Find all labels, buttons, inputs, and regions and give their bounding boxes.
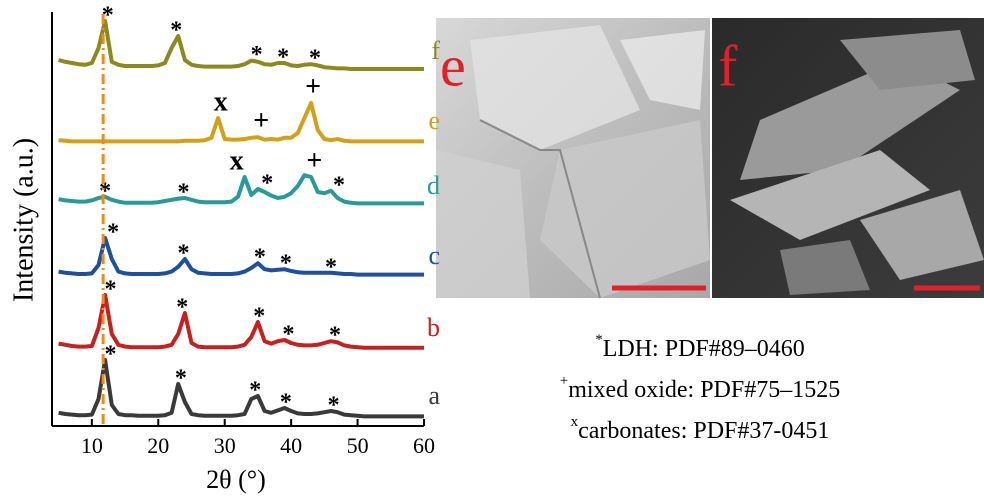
peak-annotation: *: [178, 241, 190, 267]
micrograph-label: f: [718, 33, 738, 98]
micrograph-e: [436, 18, 710, 299]
peak-annotation: *: [175, 366, 187, 392]
xrd-pattern: [58, 19, 424, 71]
peak-annotation: *: [261, 171, 273, 197]
note: +mixed oxide: PDF#75–1525: [560, 373, 840, 402]
peak-annotation: *: [176, 295, 188, 321]
peak-annotation: x: [230, 145, 244, 176]
x-axis-label: 2θ (°): [206, 465, 266, 494]
peak-annotation: *: [325, 254, 337, 280]
series-label: c: [428, 241, 440, 270]
peak-annotation: *: [104, 342, 116, 368]
peak-annotation: *: [329, 323, 341, 349]
x-tick-label: 10: [81, 433, 103, 458]
peak-annotation: *: [280, 390, 292, 416]
note-text: LDH: PDF#89–0460: [603, 336, 805, 362]
xrd-pattern: [58, 101, 424, 144]
micrograph-label: e: [440, 33, 466, 98]
peak-annotation: *: [249, 378, 261, 404]
x-tick-label: 60: [413, 433, 435, 458]
xrd-pattern: [58, 358, 424, 419]
series-label: e: [428, 106, 440, 135]
xrd-pattern: [58, 173, 424, 206]
peak-annotation: +: [253, 106, 269, 137]
peak-annotation: *: [104, 277, 116, 303]
x-tick-label: 20: [147, 433, 169, 458]
x-tick-label: 40: [280, 433, 302, 458]
peak-annotation: *: [253, 304, 265, 330]
xrd-plot: [51, 12, 424, 427]
peak-annotation: *: [170, 18, 182, 44]
note: *LDH: PDF#89–0460: [595, 332, 805, 361]
series-label: a: [428, 381, 440, 410]
series-label: b: [427, 313, 440, 342]
xrd-pattern: [58, 293, 424, 350]
note-text: carbonates: PDF#37-0451: [578, 418, 829, 444]
peak-annotation: *: [254, 245, 266, 271]
note-text: mixed oxide: PDF#75–1525: [568, 377, 840, 403]
peak-annotation: *: [178, 180, 190, 206]
peak-annotation: *: [277, 45, 289, 71]
peak-annotation: *: [99, 178, 111, 204]
x-tick-label: 30: [214, 433, 236, 458]
note-mark: *: [595, 332, 603, 348]
note: xcarbonates: PDF#37-0451: [571, 414, 830, 443]
series-label: d: [427, 171, 440, 200]
x-tick-label: 50: [347, 433, 369, 458]
peak-annotation: *: [107, 220, 119, 246]
peak-annotation: *: [251, 42, 263, 68]
micrograph-f: [712, 18, 984, 298]
peak-annotation: *: [309, 46, 321, 72]
note-mark: x: [571, 414, 579, 430]
peak-annotation: *: [328, 393, 340, 419]
peak-annotation: +: [305, 71, 321, 102]
peak-annotation: *: [282, 322, 294, 348]
peak-annotation: *: [102, 3, 114, 29]
peak-annotation: *: [333, 172, 345, 198]
xrd-pattern: [58, 236, 424, 277]
y-axis-label: Intensity (a.u.): [8, 138, 39, 302]
series-label: f: [431, 36, 440, 65]
note-mark: +: [560, 373, 568, 389]
peak-annotation: *: [280, 251, 292, 277]
peak-annotation: +: [306, 145, 322, 176]
peak-annotation: x: [214, 86, 228, 117]
